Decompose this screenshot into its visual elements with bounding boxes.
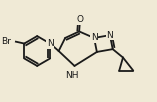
Text: N: N: [91, 33, 97, 42]
Text: O: O: [77, 15, 84, 24]
Text: Br: Br: [1, 37, 11, 46]
Text: NH: NH: [65, 71, 78, 80]
Text: N: N: [47, 39, 54, 48]
Text: N: N: [107, 31, 113, 40]
